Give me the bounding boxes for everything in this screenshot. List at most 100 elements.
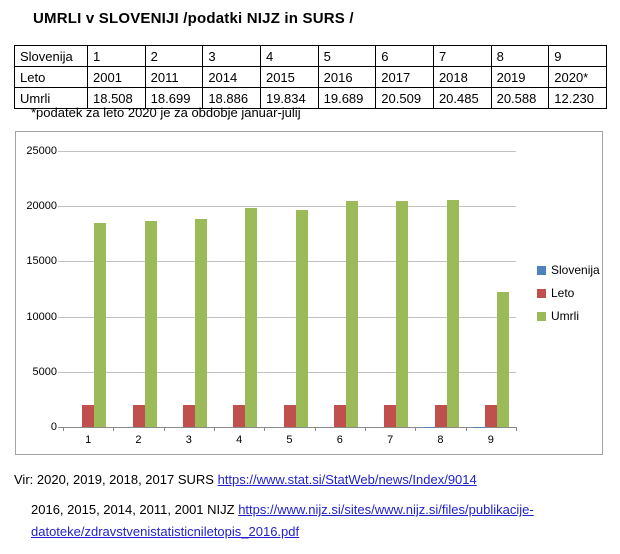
x-axis-tick — [516, 427, 517, 431]
bar-umrli-8 — [446, 199, 459, 427]
table-cell: 18.699 — [144, 87, 204, 109]
table-cell: 2 — [144, 45, 204, 67]
bar-leto-9 — [484, 404, 497, 427]
source-text-nijz: 2016, 2015, 2014, 2011, 2001 NIJZ — [31, 502, 239, 517]
gridline-15000 — [58, 261, 516, 263]
x-axis-tick — [163, 427, 165, 431]
table-cell: 19.834 — [259, 87, 319, 109]
y-axis-label: 0 — [50, 421, 57, 433]
nijz-link[interactable]: https://www.nijz.si/sites/www.nijz.si/fi… — [238, 502, 534, 517]
x-axis-label: 8 — [437, 434, 444, 446]
table-cell: 20.588 — [490, 87, 550, 109]
x-axis-tick — [365, 427, 366, 431]
table-cell: 8 — [490, 45, 550, 67]
x-axis-tick — [415, 427, 417, 431]
source-text-surs: Vir: 2020, 2019, 2018, 2017 SURS — [14, 472, 218, 487]
bar-umrli-6 — [345, 200, 358, 427]
table-footnote: *podatek za leto 2020 je za obdobje janu… — [31, 105, 301, 120]
plot-area: 0 5000 10000 15000 20000 25000 1 2 3 4 5 6 7 8 9 — [26, 145, 517, 446]
source-line-nijz: 2016, 2015, 2014, 2011, 2001 NIJZ https:… — [31, 502, 534, 517]
gridline-0 — [58, 427, 516, 428]
legend-swatch — [537, 288, 546, 298]
legend-item-umrli: Umrli — [537, 309, 600, 323]
bar-leto-4 — [233, 404, 246, 427]
bar-leto-5 — [283, 404, 296, 427]
y-axis-label: 5000 — [32, 365, 57, 378]
table-cell: 9 — [548, 45, 607, 67]
x-axis-label: 6 — [336, 434, 343, 446]
table-cell: 12.230 — [548, 87, 607, 109]
source-line-surs: Vir: 2020, 2019, 2018, 2017 SURS https:/… — [14, 472, 477, 487]
table-row-leto: Leto 2001 2011 2014 2015 2016 2017 2018 2019 2020… — [14, 66, 607, 88]
bar-leto-3 — [182, 404, 195, 427]
table-cell: 2014 — [202, 66, 261, 88]
y-axis-label: 10000 — [26, 310, 57, 323]
table-cell: 2001 — [87, 66, 146, 88]
table-cell: 1 — [87, 45, 146, 67]
gridline-20000 — [58, 206, 516, 208]
bar-leto-1 — [82, 404, 95, 427]
table-cell: 4 — [259, 45, 319, 67]
x-axis-label: 4 — [236, 434, 243, 446]
nijz-link-continued[interactable]: datoteke/zdravstvenistatisticniletopis_2… — [31, 524, 300, 539]
x-axis-label: 9 — [487, 434, 494, 446]
bar-chart: 0 5000 10000 15000 20000 25000 1 2 3 4 5 6 7 8 9 Slove… — [15, 131, 603, 455]
legend-swatch — [537, 311, 546, 321]
bar-leto-2 — [132, 404, 145, 427]
gridline-10000 — [58, 316, 516, 318]
legend-label: Leto — [551, 286, 575, 300]
x-axis-tick — [214, 427, 215, 431]
y-axis-label: 25000 — [26, 145, 57, 157]
x-axis-tick — [113, 427, 115, 431]
x-axis-label: 2 — [135, 434, 142, 446]
table-cell: 5 — [317, 45, 377, 67]
surs-link[interactable]: https://www.stat.si/StatWeb/news/Index/9… — [217, 472, 477, 487]
table-cell: 20.485 — [432, 87, 492, 109]
x-axis-label: 1 — [85, 434, 92, 446]
table-cell: 18.886 — [202, 87, 261, 109]
x-axis-tick — [314, 427, 316, 431]
row-header-cell: Leto — [14, 66, 88, 88]
x-axis-label: 5 — [286, 434, 293, 446]
bar-umrli-1 — [94, 222, 107, 427]
x-axis-tick — [264, 427, 266, 431]
bar-umrli-2 — [144, 220, 157, 427]
x-axis-tick — [63, 427, 64, 431]
bar-leto-6 — [333, 404, 346, 427]
row-header-cell: Slovenija — [14, 45, 88, 67]
table-cell: 2018 — [432, 66, 492, 88]
table-row-umrli: Umrli 18.508 18.699 18.886 19.834 19.689 20.50… — [14, 87, 607, 109]
table-cell: 3 — [202, 45, 261, 67]
bar-umrli-9 — [496, 291, 509, 427]
y-axis-label: 15000 — [26, 255, 57, 268]
table-cell: 7 — [432, 45, 492, 67]
table-cell: 2015 — [259, 66, 319, 88]
table-cell: 2011 — [144, 66, 204, 88]
legend-label: Umrli — [551, 309, 579, 323]
table-cell: 2020* — [548, 66, 607, 88]
y-axis-label: 20000 — [26, 200, 57, 213]
bar-leto-8 — [434, 404, 447, 427]
table-cell: 2016 — [317, 66, 377, 88]
x-axis-label: 7 — [387, 434, 394, 446]
table-cell: 20.509 — [375, 87, 434, 109]
chart-legend: Slovenija Leto Umrli — [537, 263, 600, 332]
page-title: UMRLI v SLOVENIJI /podatki NIJZ in SURS … — [33, 10, 354, 27]
bar-leto-7 — [384, 404, 397, 427]
bar-umrli-3 — [194, 218, 207, 427]
gridline-25000 — [58, 151, 516, 152]
row-header-cell: Umrli — [14, 87, 88, 109]
data-table: Slovenija 1 2 3 4 5 6 7 8 9 Leto 2001 2011 2014 2015 20… — [14, 45, 607, 109]
table-cell: 2019 — [490, 66, 550, 88]
legend-label: Slovenija — [551, 263, 600, 277]
gridline-5000 — [58, 371, 516, 373]
legend-item-slovenija: Slovenija — [537, 263, 600, 277]
bar-umrli-4 — [245, 208, 258, 427]
bar-umrli-7 — [396, 200, 409, 427]
table-cell: 2017 — [375, 66, 434, 88]
table-cell: 19.689 — [317, 87, 377, 109]
legend-item-leto: Leto — [537, 286, 600, 300]
table-cell: 6 — [375, 45, 434, 67]
legend-swatch — [537, 265, 546, 275]
